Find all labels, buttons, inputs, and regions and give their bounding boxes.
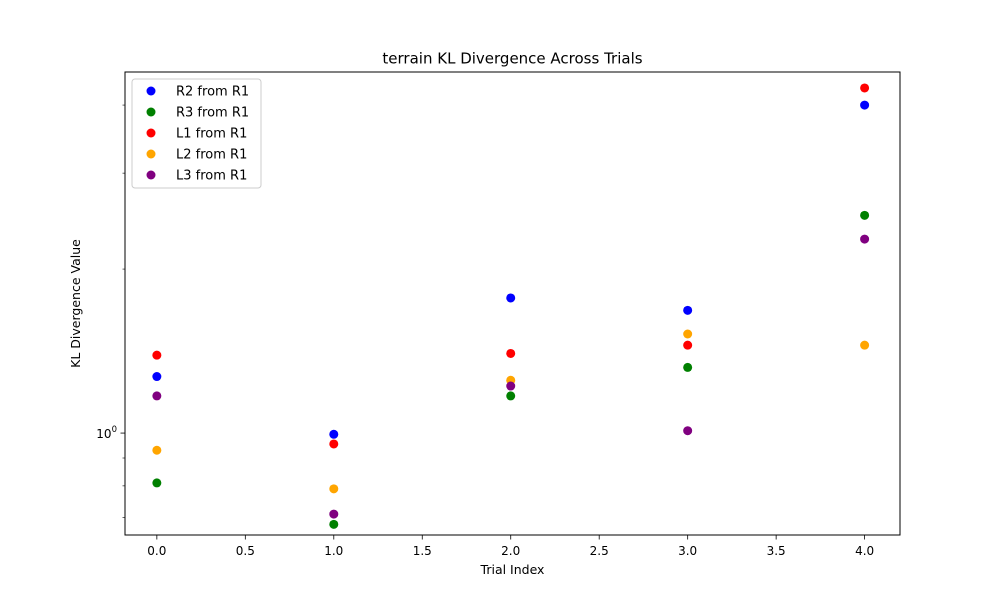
legend-label: L1 from R1	[176, 127, 247, 142]
data-point	[152, 350, 162, 360]
data-point	[860, 100, 870, 110]
legend-marker	[146, 128, 156, 138]
legend-marker	[146, 149, 156, 159]
data-point	[860, 340, 870, 350]
legend-label: R2 from R1	[176, 85, 249, 100]
data-point	[860, 210, 870, 220]
legend-label: L3 from R1	[176, 169, 247, 184]
data-point	[152, 391, 162, 401]
legend: R2 from R1 R3 from R1 L1 from R1 L2 from R1…	[131, 78, 262, 189]
data-point	[683, 329, 693, 339]
x-tick-label: 2.5	[590, 544, 609, 558]
x-tick-label: 3.5	[767, 544, 786, 558]
x-tick-label: 0.0	[147, 544, 166, 558]
data-point	[329, 439, 339, 449]
data-point	[152, 478, 162, 488]
x-axis: 0.0 0.5 1.0 1.5 2.0 2.5 3.0 3.5 4.0	[147, 535, 874, 558]
plot-area	[124, 71, 901, 536]
data-point	[860, 83, 870, 93]
x-tick-label: 3.0	[678, 544, 697, 558]
legend-box	[131, 78, 262, 189]
y-axis: 100	[96, 104, 125, 518]
data-point	[329, 429, 339, 439]
data-point	[683, 305, 693, 315]
data-point	[152, 445, 162, 455]
data-points	[152, 83, 870, 529]
chart-title: terrain KL Divergence Across Trials	[382, 50, 642, 68]
legend-label: R3 from R1	[176, 106, 249, 121]
data-point	[152, 372, 162, 382]
x-axis-label: Trial Index	[480, 562, 545, 577]
data-point	[860, 234, 870, 244]
data-point	[506, 381, 516, 391]
data-point	[329, 519, 339, 529]
data-point	[683, 426, 693, 436]
x-tick-label: 1.5	[413, 544, 432, 558]
y-axis-label: KL Divergence Value	[68, 239, 83, 368]
legend-marker	[146, 170, 156, 180]
legend-marker	[146, 86, 156, 96]
data-point	[683, 362, 693, 372]
x-tick-label: 0.5	[236, 544, 255, 558]
x-tick-label: 1.0	[324, 544, 343, 558]
data-point	[683, 340, 693, 350]
legend-label: L2 from R1	[176, 148, 247, 163]
data-point	[506, 348, 516, 358]
data-point	[329, 509, 339, 519]
data-point	[506, 293, 516, 303]
x-tick-label: 4.0	[855, 544, 874, 558]
data-point	[329, 484, 339, 494]
data-point	[506, 391, 516, 401]
x-tick-label: 2.0	[501, 544, 520, 558]
y-tick-label: 100	[96, 425, 117, 441]
legend-marker	[146, 107, 156, 117]
